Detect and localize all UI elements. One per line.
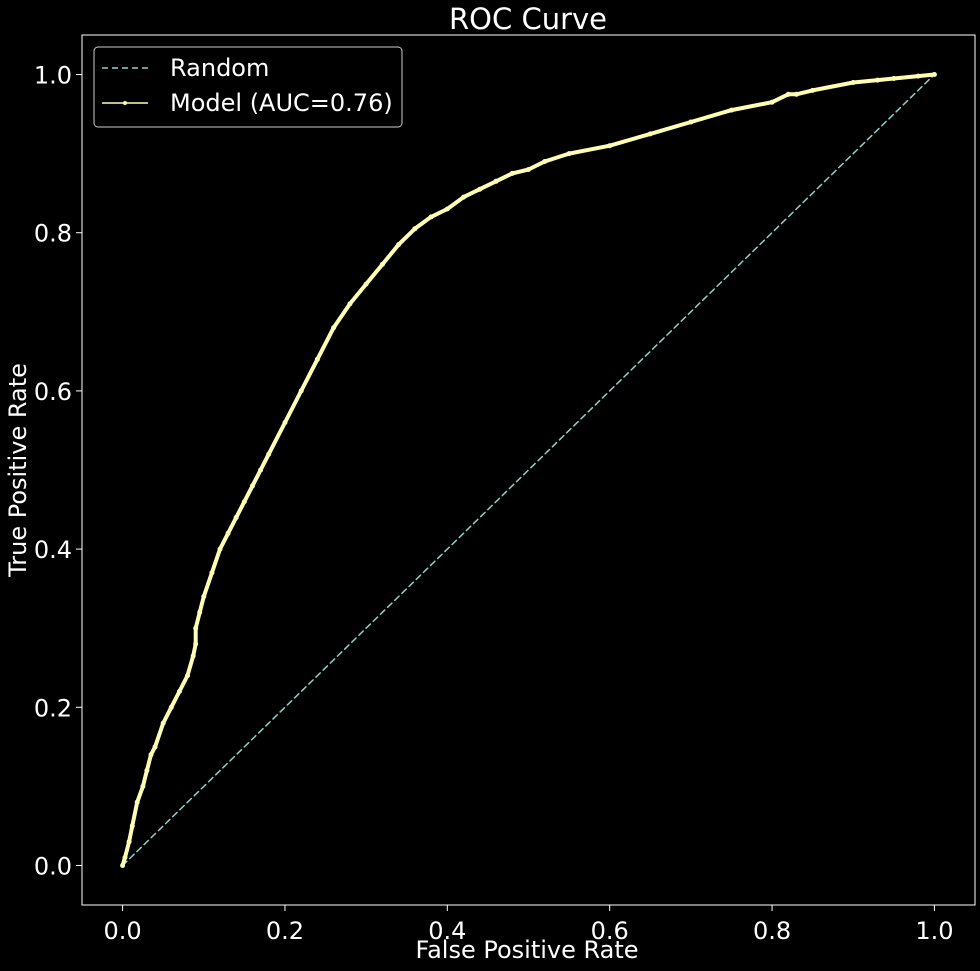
data-point [412,226,418,232]
data-point [769,99,775,105]
data-point [233,515,239,520]
data-point [542,159,548,164]
data-point [347,301,353,307]
x-tick-label: 0.6 [591,917,629,945]
data-point [647,131,653,137]
tick-marks [76,74,935,911]
y-axis-label: True Positive Rate [4,363,32,578]
data-point [250,483,255,489]
data-point [241,499,247,505]
data-point [526,167,531,172]
legend-box [93,46,403,128]
data-point [190,653,196,659]
data-point [126,839,132,845]
data-point [201,594,207,599]
series-line-random [121,73,936,867]
legend: Random Model (AUC=0.76) [93,46,403,128]
plot-area [120,72,937,868]
data-point [444,206,450,212]
y-tick-label: 1.0 [34,62,72,90]
legend-model-marker [123,101,127,105]
data-point [477,186,483,192]
data-point [197,609,203,615]
data-point [850,80,856,85]
data-point [915,73,921,79]
data-point [729,107,734,113]
data-point [144,768,150,773]
data-point [134,799,140,805]
data-point [140,783,146,789]
data-point [298,388,304,394]
x-tick-label: 1.0 [915,917,953,945]
data-point [148,752,154,758]
data-point [688,119,694,125]
data-point [891,76,897,81]
data-point [193,641,199,647]
y-tick-label: 0.8 [34,220,72,248]
legend-model-label: Model (AUC=0.76) [170,89,393,117]
y-tick-label: 0.6 [34,378,72,406]
data-point [331,325,337,331]
data-point [396,242,402,248]
y-tick-label: 0.2 [34,694,72,722]
data-point [314,356,320,362]
data-point [266,451,272,457]
x-tick-label: 0.8 [753,917,791,945]
data-point [120,863,126,868]
x-tick-label: 0.2 [266,917,304,945]
data-point [168,704,174,710]
data-point [209,570,215,576]
legend-random-label: Random [170,54,269,82]
data-point [185,673,190,679]
data-point [160,720,166,726]
data-point [785,91,791,97]
axes-frame [81,34,976,906]
data-point [282,420,288,425]
data-point [258,467,264,473]
data-point [225,530,231,536]
data-point [793,91,799,97]
chart-title: ROC Curve [449,2,607,36]
data-point [428,214,434,220]
data-point [193,625,199,631]
data-point [379,261,385,267]
data-point [176,689,182,694]
x-tick-label: 0.4 [428,917,466,945]
data-point [875,77,881,83]
data-point [931,72,937,77]
data-point [363,281,369,287]
data-point [509,170,515,176]
data-point [566,151,572,157]
data-point [152,744,158,750]
data-point [493,178,499,184]
data-point [217,546,223,552]
data-point [607,143,613,149]
data-point [122,855,128,860]
x-axis-label: False Positive Rate [415,936,638,964]
x-tick-label: 0.0 [104,917,142,945]
y-tick-label: 0.0 [34,852,72,880]
data-point [461,194,467,200]
y-tick-label: 0.4 [34,536,72,564]
data-point [129,823,135,829]
data-point [810,87,816,93]
